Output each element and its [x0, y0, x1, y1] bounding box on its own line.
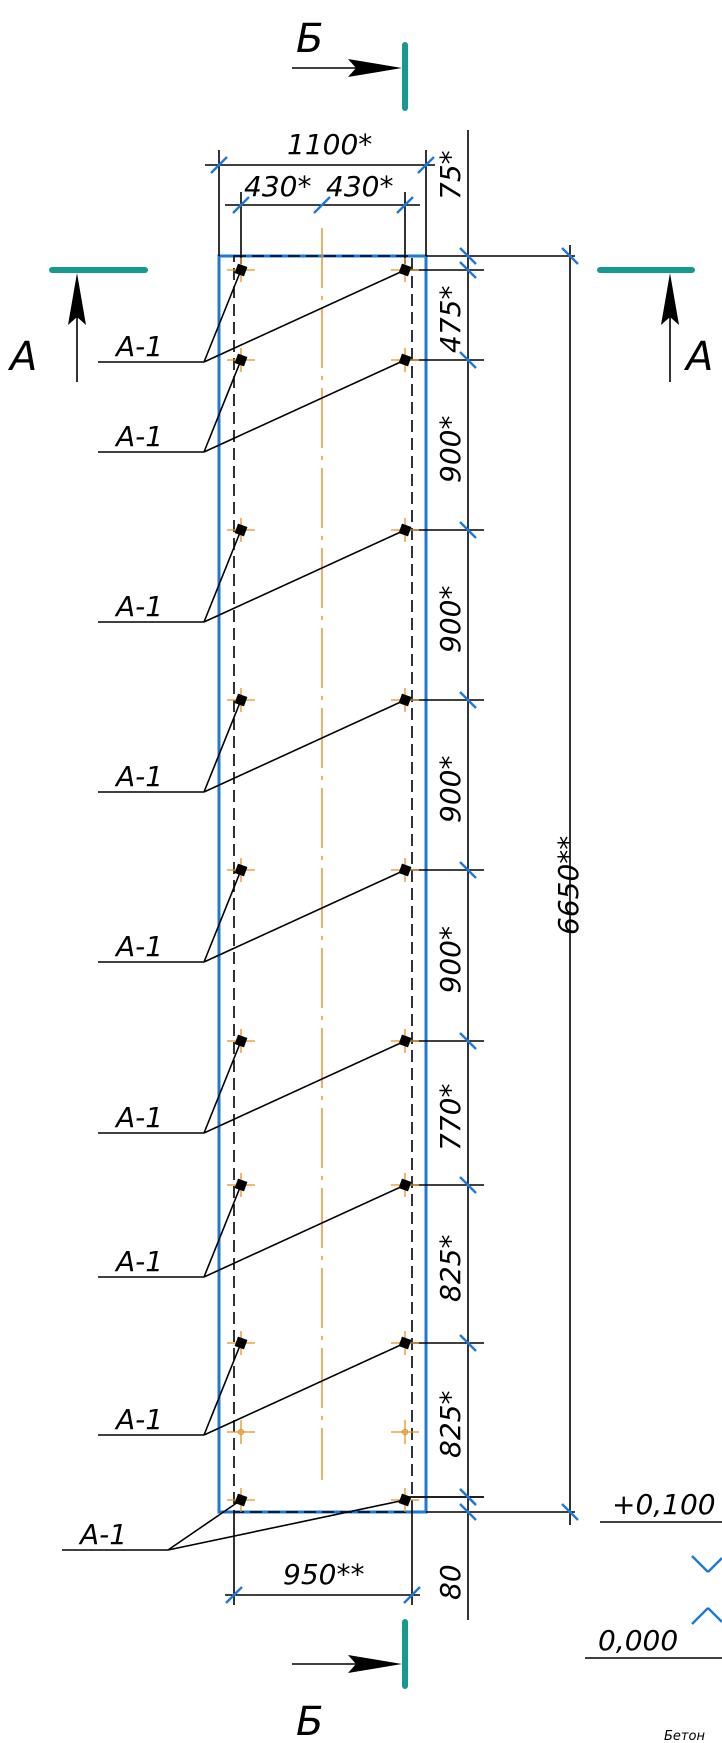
- dim-text-430-left: 430*: [244, 170, 311, 203]
- spacing-tick: [459, 1032, 477, 1050]
- callout-text: А-1: [114, 1245, 163, 1278]
- spacing-tick: [459, 861, 477, 879]
- spacing-dim-text: 825*: [434, 1391, 467, 1458]
- section-label-b-bottom: Б: [296, 1699, 323, 1743]
- dimension-chain-right: 75* 80: [405, 130, 575, 1620]
- spacing-tick: [459, 521, 477, 539]
- spacing-dim-text: 825*: [434, 1235, 467, 1302]
- level-mark-zero: 0,000: [585, 1607, 722, 1659]
- reinforcement-cage-dashed: [233, 255, 413, 1513]
- callout-leader: [203, 1342, 406, 1436]
- callout-text: А-1: [78, 1518, 127, 1551]
- dimension-430-pair: 430* 430*: [225, 170, 420, 264]
- anchor-callouts: А-1 А-1 А-1 А-1 А-1 А-1 А-1 А-1 А-1: [62, 269, 406, 1551]
- section-label-a-left: А: [7, 334, 37, 380]
- section-mark-b-bottom: Б: [292, 1619, 408, 1743]
- section-mark-b-top: Б: [292, 16, 408, 111]
- spacing-dim-text: 900*: [434, 756, 467, 823]
- spacing-tick: [459, 351, 477, 369]
- dim-text-6650: 6650**: [552, 836, 585, 935]
- spacing-dim-text: 475*: [434, 286, 467, 353]
- callout-text: А-1: [114, 420, 163, 453]
- section-label-b-top: Б: [296, 16, 323, 62]
- callout-leader: [203, 359, 406, 453]
- dimension-6650: 6650**: [552, 245, 585, 1525]
- dim-text-950: 950**: [283, 1558, 364, 1591]
- spacing-tick: [459, 1488, 477, 1506]
- callout-leader: [203, 1184, 242, 1278]
- spacing-tick: [459, 261, 477, 279]
- spacing-tick: [459, 691, 477, 709]
- callout-text: А-1: [114, 1101, 163, 1134]
- callout-leader: [203, 1040, 242, 1134]
- anchor-hole-icon: [401, 1428, 409, 1436]
- dim-text-1100: 1100*: [287, 128, 372, 161]
- callout-text: А-1: [114, 330, 163, 363]
- spacing-dim-text: 770*: [434, 1084, 467, 1151]
- anchor-hole-icon: [237, 1428, 245, 1436]
- callout-text: А-1: [114, 930, 163, 963]
- spacing-dim-text: 900*: [434, 416, 467, 483]
- spacing-tick: [459, 1176, 477, 1194]
- callout-leader: [203, 1342, 242, 1436]
- dimension-950: 950**: [225, 1512, 421, 1605]
- anchor-bolts: [227, 258, 419, 1512]
- dim-text-75: 75*: [434, 150, 467, 200]
- callout-leader: [203, 699, 406, 793]
- section-mark-a-right: А: [597, 267, 713, 382]
- dimension-1100: 1100*: [205, 128, 435, 256]
- callout-leader: [203, 529, 406, 623]
- level-text-zero: 0,000: [598, 1624, 678, 1657]
- callout-leader: [203, 529, 242, 623]
- callout-leader: [203, 699, 242, 793]
- spacing-dimensions: 475* 900* 900* 900* 900* 770* 825* 825*: [405, 261, 484, 1506]
- callout-leader: [203, 869, 242, 963]
- callout-leader: [203, 1184, 406, 1278]
- callout-leader: [203, 269, 242, 363]
- cut-off-text: Бетон: [664, 1729, 705, 1743]
- callout-leader: [203, 269, 406, 363]
- dim-text-80: 80: [434, 1564, 467, 1600]
- spacing-tick: [459, 1334, 477, 1352]
- spacing-dim-text: 900*: [434, 926, 467, 993]
- callout-leader: [203, 1040, 406, 1134]
- callout-text: А-1: [114, 760, 163, 793]
- section-label-a-right: А: [683, 334, 713, 380]
- callout-text: А-1: [114, 590, 163, 623]
- level-text-plus: +0,100: [612, 1488, 716, 1521]
- level-mark-plus: +0,100: [600, 1488, 722, 1573]
- callout-text: А-1: [114, 1403, 163, 1436]
- section-mark-a-left: А: [7, 267, 148, 382]
- callout-leader: [167, 1499, 242, 1551]
- dim-text-430-right: 430*: [326, 170, 393, 203]
- callout-leader: [203, 359, 242, 453]
- callout-leader: [203, 869, 406, 963]
- spacing-dim-text: 900*: [434, 586, 467, 653]
- callout-leader: [167, 1499, 406, 1551]
